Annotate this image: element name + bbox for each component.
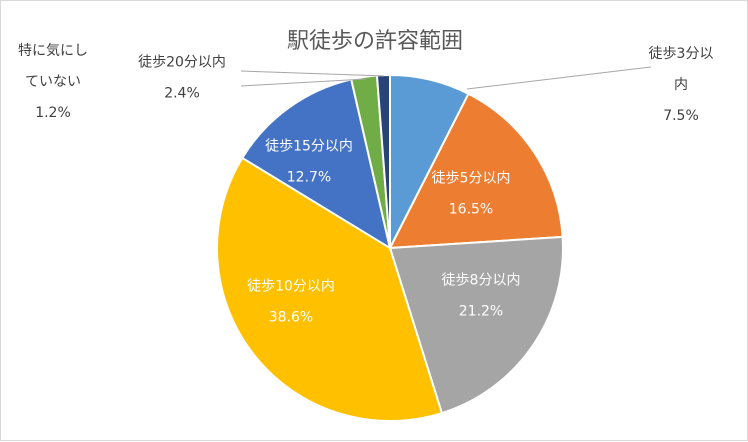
- data-label-value: 38.6%: [269, 310, 313, 326]
- data-label-value: 12.7%: [287, 170, 331, 186]
- data-label-value: 2.4%: [164, 86, 200, 102]
- data-label-value: 16.5%: [449, 202, 493, 218]
- data-label-category: 徒歩8分以内: [442, 273, 521, 289]
- pie-slice: [388, 235, 564, 415]
- pie-slice: [216, 156, 444, 422]
- data-label-category: 内: [674, 77, 688, 93]
- chart-title: 駅徒歩の許容範囲: [287, 29, 463, 54]
- pie-slices: [216, 73, 564, 422]
- pie-slice: [240, 78, 392, 251]
- data-label-value: 21.2%: [459, 304, 503, 320]
- data-label-category: 徒歩3分以: [649, 46, 714, 62]
- data-label-category: ていない: [25, 74, 81, 90]
- data-label-category: 徒歩20分以内: [138, 55, 226, 71]
- data-label-category: 徒歩5分以内: [432, 171, 511, 187]
- data-label-category: 徒歩15分以内: [265, 139, 353, 155]
- data-label-value: 7.5%: [663, 108, 699, 124]
- leader-lines: [240, 66, 652, 90]
- data-label-category: 徒歩10分以内: [247, 279, 335, 295]
- pie-slice: [388, 92, 564, 250]
- leader-line: [240, 70, 385, 77]
- leader-line: [466, 66, 652, 90]
- data-label-category: 特に気にし: [18, 43, 88, 59]
- leader-line: [240, 78, 367, 87]
- data-label-value: 1.2%: [35, 105, 71, 121]
